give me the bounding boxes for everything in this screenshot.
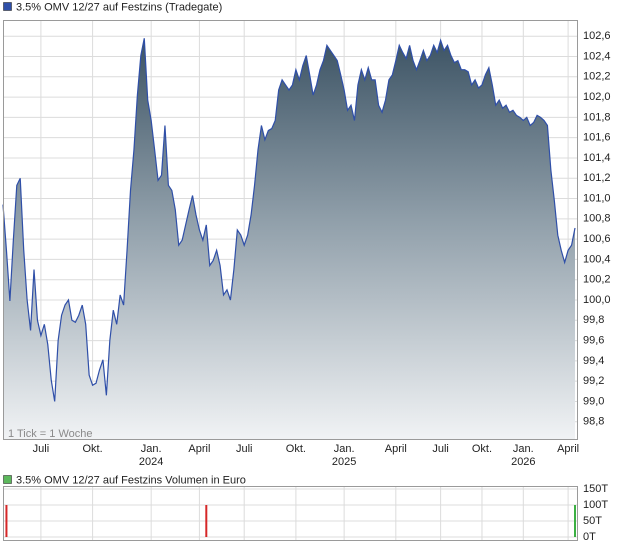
y-tick-label: 102,0 — [583, 91, 611, 103]
y-tick-label: 99,8 — [583, 314, 604, 326]
y-tick-label: 98,8 — [583, 416, 604, 428]
annotation: 1 Tick = 1 Woche — [8, 428, 92, 440]
y-tick-label: 100,6 — [583, 233, 611, 245]
x-tick-label: Jan. 2024 — [138, 443, 164, 468]
legend-title: 3.5% OMV 12/27 auf Festzins Volumen in E… — [16, 474, 246, 486]
y-tick-label: 50T — [583, 515, 602, 527]
plot-frame — [3, 486, 578, 541]
y-tick-label: 100,0 — [583, 294, 611, 306]
y-tick-label: 150T — [583, 483, 608, 495]
y-tick-label: 99,4 — [583, 355, 604, 367]
y-tick-label: 101,2 — [583, 172, 611, 184]
y-tick-label: 99,6 — [583, 334, 604, 346]
y-tick-label: 102,6 — [583, 30, 611, 42]
x-tick-label: Okt. — [471, 443, 493, 455]
y-tick-label: 102,2 — [583, 71, 611, 83]
y-tick-label: 101,6 — [583, 132, 611, 144]
x-tick-label: Jan. 2026 — [511, 443, 536, 468]
y-tick-label: 100,4 — [583, 253, 611, 265]
x-tick-label: Juli — [235, 443, 253, 455]
y-tick-label: 101,4 — [583, 152, 611, 164]
x-tick-label: Okt. — [82, 443, 103, 455]
volume-bar — [5, 505, 8, 538]
x-tick-label: Juli — [32, 443, 50, 455]
y-tick-label: 99,2 — [583, 375, 604, 387]
legend-title: 3.5% OMV 12/27 auf Festzins (Tradegate) — [16, 1, 222, 13]
x-tick-label: April — [384, 443, 407, 455]
plot-frame — [3, 20, 578, 440]
y-tick-label: 100,2 — [583, 274, 611, 286]
x-tick-label: Jan. 2025 — [331, 443, 357, 468]
y-tick-label: 100,8 — [583, 213, 611, 225]
volume-bar — [205, 505, 208, 538]
legend-swatch — [3, 2, 12, 11]
y-tick-label: 0T — [583, 531, 596, 543]
y-tick-label: 101,0 — [583, 192, 611, 204]
x-tick-label: Okt. — [285, 443, 306, 455]
price-line — [2, 38, 576, 402]
y-tick-label: 100T — [583, 499, 608, 511]
x-tick-label: April — [557, 443, 580, 455]
volume-bar — [574, 505, 576, 538]
y-tick-label: 102,4 — [583, 50, 611, 62]
x-tick-label: April — [188, 443, 211, 455]
y-tick-label: 99,0 — [583, 395, 604, 407]
legend-swatch — [3, 475, 12, 484]
plot-background — [3, 486, 578, 541]
x-tick-label: Juli — [432, 443, 449, 455]
area-fill — [3, 38, 575, 441]
y-tick-label: 101,8 — [583, 111, 611, 123]
